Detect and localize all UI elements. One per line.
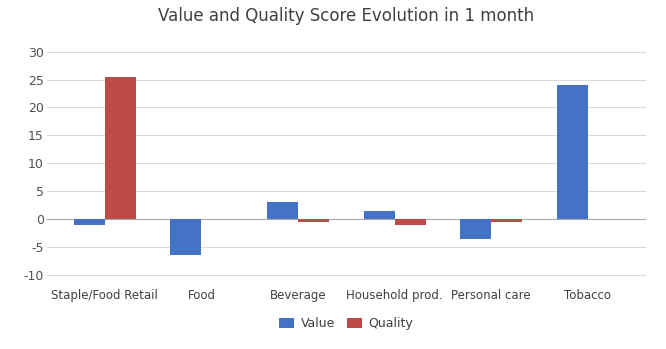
Bar <box>267 202 298 219</box>
Bar <box>74 219 105 225</box>
Bar <box>395 219 426 225</box>
Title: Value and Quality Score Evolution in 1 month: Value and Quality Score Evolution in 1 m… <box>159 7 534 25</box>
Bar <box>364 211 395 219</box>
Legend: Value, Quality: Value, Quality <box>274 312 418 335</box>
Bar <box>492 219 522 222</box>
Bar <box>298 219 329 222</box>
Bar <box>557 85 588 219</box>
Bar <box>105 77 136 219</box>
Bar <box>460 219 492 239</box>
Bar <box>170 219 201 255</box>
